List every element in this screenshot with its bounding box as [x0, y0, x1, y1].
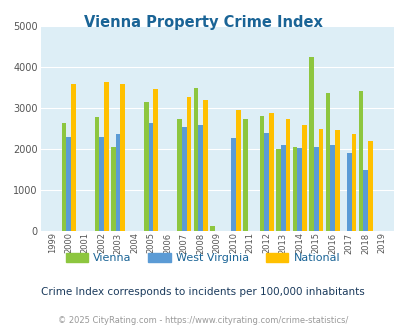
Bar — [177, 119, 181, 231]
Bar — [292, 147, 297, 231]
Bar — [243, 119, 247, 231]
Bar — [313, 147, 318, 231]
Bar — [71, 84, 75, 231]
Text: Vienna Property Crime Index: Vienna Property Crime Index — [83, 15, 322, 30]
Bar — [235, 110, 240, 231]
Legend: Vienna, West Virginia, National: Vienna, West Virginia, National — [61, 248, 344, 268]
Bar — [362, 170, 367, 231]
Bar — [94, 117, 99, 231]
Bar — [318, 129, 322, 231]
Bar — [210, 226, 214, 231]
Bar — [186, 97, 191, 231]
Bar — [259, 116, 264, 231]
Bar — [99, 137, 104, 231]
Bar — [115, 134, 120, 231]
Bar — [153, 89, 158, 231]
Bar — [285, 119, 290, 231]
Bar — [111, 147, 115, 231]
Bar — [325, 93, 330, 231]
Bar — [351, 134, 355, 231]
Bar — [198, 125, 202, 231]
Bar — [297, 148, 301, 231]
Bar — [62, 122, 66, 231]
Bar — [202, 100, 207, 231]
Bar — [330, 145, 334, 231]
Bar — [149, 123, 153, 231]
Bar — [280, 145, 285, 231]
Bar — [144, 102, 149, 231]
Bar — [231, 138, 235, 231]
Bar — [301, 125, 306, 231]
Text: © 2025 CityRating.com - https://www.cityrating.com/crime-statistics/: © 2025 CityRating.com - https://www.city… — [58, 315, 347, 325]
Bar — [264, 133, 269, 231]
Bar — [66, 137, 71, 231]
Bar — [346, 153, 351, 231]
Bar — [120, 84, 125, 231]
Bar — [269, 113, 273, 231]
Bar — [334, 130, 339, 231]
Bar — [367, 141, 372, 231]
Bar — [309, 57, 313, 231]
Bar — [358, 91, 362, 231]
Bar — [181, 127, 186, 231]
Bar — [276, 149, 280, 231]
Text: Crime Index corresponds to incidents per 100,000 inhabitants: Crime Index corresponds to incidents per… — [41, 287, 364, 297]
Bar — [193, 88, 198, 231]
Bar — [104, 82, 108, 231]
